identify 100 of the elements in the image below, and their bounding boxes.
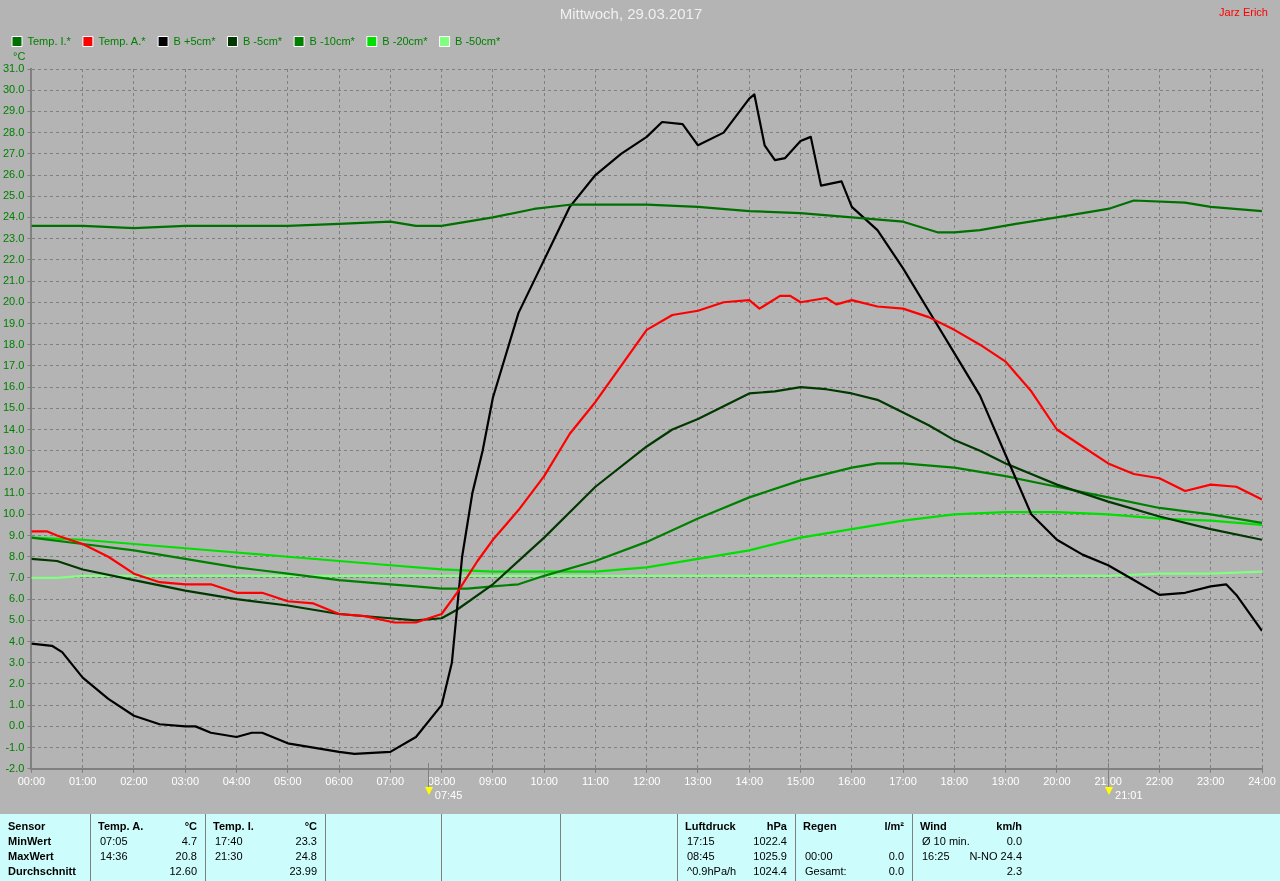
- x-tick-label: 18:00: [940, 775, 969, 788]
- text: 07:05: [100, 834, 128, 848]
- y-tick-label: 7.0: [9, 570, 25, 583]
- x-tick-label: 17:00: [889, 775, 917, 788]
- y-tick-label: 11.0: [3, 486, 25, 499]
- x-tick-label: 16:00: [838, 775, 866, 788]
- y-tick-label: 1.0: [9, 698, 25, 711]
- text: l/m²: [884, 819, 904, 833]
- text: Sensor: [8, 819, 46, 833]
- text: MaxWert: [8, 849, 54, 863]
- y-tick-label: 23.0: [2, 231, 25, 244]
- x-tick-label: 22:00: [1145, 775, 1174, 788]
- text: Temp. A.: [98, 819, 144, 833]
- y-tick-label: 28.0: [2, 125, 25, 138]
- text: Regen: [803, 819, 837, 833]
- x-tick-label: 07:00: [376, 775, 405, 788]
- y-tick-label: 2.0: [9, 677, 25, 690]
- text: Jarz Erich: [1219, 6, 1268, 18]
- x-tick-label: 10:00: [530, 775, 558, 788]
- text: ^0.9hPa/h: [687, 864, 737, 878]
- y-tick-label: 31.0: [2, 62, 25, 75]
- text: 0.0: [888, 864, 904, 878]
- text: 21:01: [1115, 789, 1143, 802]
- y-tick-label: 3.0: [9, 655, 25, 668]
- text: km/h: [996, 819, 1022, 833]
- text: Durchschnitt: [8, 864, 76, 878]
- x-tick-label: 04:00: [222, 775, 251, 788]
- y-tick-label: 29.0: [2, 104, 25, 117]
- x-tick-label: 11:00: [582, 775, 609, 788]
- x-tick-label: 01:00: [68, 775, 97, 788]
- y-tick-label: 5.0: [9, 613, 25, 626]
- legend-label: Temp. I.*: [27, 34, 72, 47]
- text: 1025.9: [753, 849, 787, 863]
- text: Ø 10 min.: [922, 834, 970, 848]
- text: 20.8: [175, 849, 197, 863]
- text: N-NO 24.4: [969, 849, 1022, 863]
- y-tick-label: 25.0: [2, 189, 25, 202]
- y-tick-label: 27.0: [2, 146, 25, 159]
- x-tick-label: 21:00: [1094, 775, 1122, 788]
- y-tick-label: 17.0: [2, 358, 25, 371]
- text: hPa: [766, 819, 787, 833]
- chart-title: Mittwoch, 29.03.2017: [559, 5, 703, 23]
- text: 00:00: [805, 849, 833, 863]
- text: Luftdruck: [685, 819, 736, 833]
- y-tick-label: 15.0: [2, 401, 25, 414]
- text: 23.99: [289, 864, 317, 878]
- text: 24.8: [295, 849, 317, 863]
- text: 16:25: [922, 849, 950, 863]
- x-tick-label: 00:00: [17, 775, 46, 788]
- text: °C: [304, 819, 317, 833]
- y-tick-label: 20.0: [2, 295, 25, 308]
- x-tick-label: 12:00: [632, 775, 661, 788]
- x-tick-label: 20:00: [1043, 775, 1071, 788]
- x-tick-label: 05:00: [274, 775, 302, 788]
- y-tick-label: 9.0: [9, 528, 25, 541]
- x-tick-label: 03:00: [171, 775, 199, 788]
- text: MinWert: [8, 834, 52, 848]
- legend-label: B -10cm*: [309, 34, 356, 47]
- text: 4.7: [181, 834, 197, 848]
- x-tick-label: 24:00: [1248, 775, 1276, 788]
- legend-label: B +5cm*: [173, 34, 217, 47]
- y-axis-title: °C: [13, 49, 26, 62]
- text: 2.3: [1006, 864, 1022, 878]
- legend-label: B -20cm*: [382, 34, 429, 47]
- y-tick-label: 21.0: [2, 274, 25, 287]
- text: 0.0: [1006, 834, 1022, 848]
- x-tick-label: 09:00: [479, 775, 507, 788]
- legend-label: B -5cm*: [242, 34, 283, 47]
- y-tick-label: 16.0: [2, 380, 25, 393]
- y-tick-label: 19.0: [2, 316, 25, 329]
- text: 0.0: [888, 849, 904, 863]
- y-tick-label: 26.0: [2, 168, 25, 181]
- text: 07:45: [434, 789, 463, 802]
- x-tick-label: 19:00: [991, 775, 1020, 788]
- legend-label: B -50cm*: [455, 34, 502, 47]
- text: 23.3: [295, 834, 317, 848]
- text: °C: [184, 819, 197, 833]
- text: 17:15: [687, 834, 715, 848]
- legend-label: Temp. A.*: [98, 34, 147, 47]
- y-tick-label: 4.0: [9, 634, 25, 647]
- y-tick-label: 8.0: [9, 549, 25, 562]
- text: 08:45: [687, 849, 715, 863]
- y-tick-label: 0.0: [9, 719, 25, 732]
- y-tick-label: 13.0: [2, 443, 25, 456]
- y-tick-label: 30.0: [2, 83, 25, 96]
- text: 21:30: [215, 849, 243, 863]
- x-tick-label: 23:00: [1196, 775, 1225, 788]
- text: Gesamt:: [805, 864, 847, 878]
- y-tick-label: 6.0: [9, 592, 25, 605]
- text: 17:40: [215, 834, 243, 848]
- y-tick-label: 24.0: [2, 210, 25, 223]
- y-tick-label: 14.0: [2, 422, 25, 435]
- text: Wind: [920, 819, 947, 833]
- text: 1022.4: [753, 834, 787, 848]
- x-tick-label: 02:00: [120, 775, 148, 788]
- x-tick-label: 14:00: [735, 775, 764, 788]
- y-tick-label: 22.0: [2, 252, 25, 265]
- y-tick-label: -2.0: [5, 761, 25, 774]
- y-tick-label: 18.0: [2, 337, 25, 350]
- x-tick-label: 15:00: [786, 775, 815, 788]
